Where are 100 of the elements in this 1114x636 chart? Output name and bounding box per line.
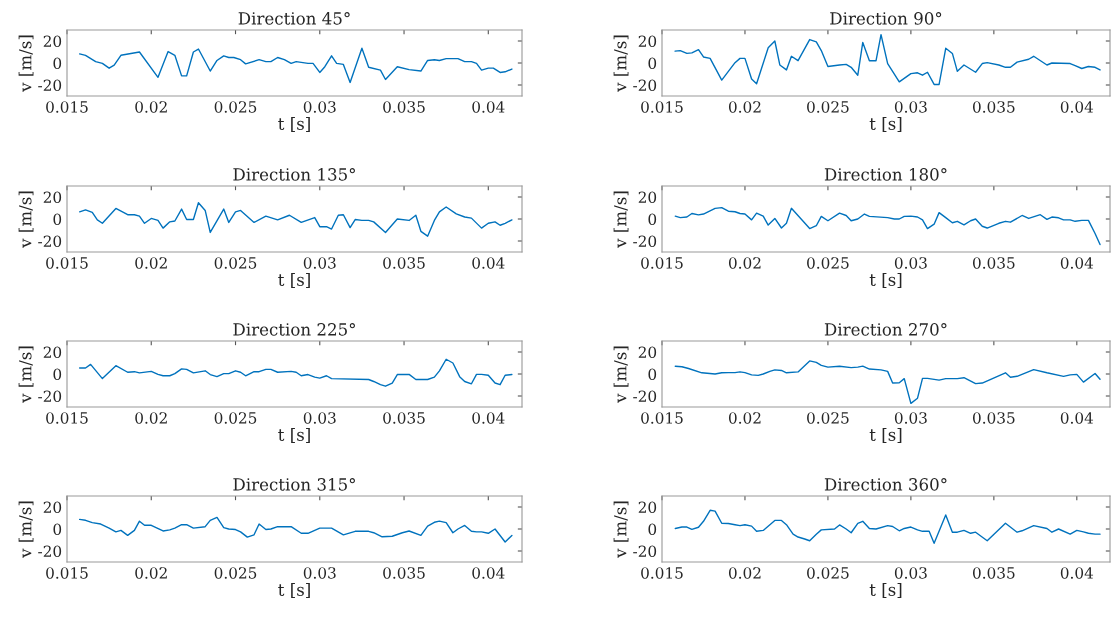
- line-series: [674, 206, 1101, 246]
- x-axis-title: t [s]: [869, 428, 902, 443]
- chart-title: Direction 45°: [238, 12, 350, 25]
- x-tick-label: 0.03: [894, 412, 927, 424]
- y-axis-title: v [m/s]: [18, 346, 34, 403]
- x-tick-label: 0.03: [303, 567, 336, 579]
- x-tick-label: 0.02: [728, 567, 761, 579]
- x-tick-label: 0.035: [383, 101, 425, 113]
- x-tick-label: 0.02: [135, 101, 167, 113]
- y-axis-title: v [m/s]: [18, 501, 34, 558]
- x-tick-label: 0.04: [472, 412, 505, 424]
- y-tick-label: 20: [43, 501, 62, 514]
- y-tick-label: 0: [53, 213, 62, 226]
- x-tick-label: 0.02: [728, 101, 761, 113]
- y-tick-label: 0: [648, 57, 657, 70]
- x-tick-label: 0.03: [894, 567, 927, 579]
- y-tick-label: 20: [43, 35, 62, 48]
- x-tick-label: 0.025: [214, 101, 257, 113]
- x-tick-label: 0.025: [214, 567, 257, 579]
- x-axis-title: t [s]: [278, 583, 310, 598]
- x-tick-label: 0.02: [728, 412, 761, 424]
- y-tick-label: -20: [38, 79, 62, 92]
- y-axis-title: v [m/s]: [613, 501, 629, 558]
- x-tick-label: 0.035: [972, 257, 1015, 269]
- x-tick-label: 0.025: [807, 101, 849, 113]
- line-series: [674, 360, 1101, 405]
- chart-title: Direction 180°: [824, 168, 947, 181]
- y-tick-label: -20: [633, 545, 657, 558]
- x-tick-label: 0.03: [894, 257, 927, 269]
- x-tick-label: 0.025: [807, 257, 849, 269]
- x-tick-label: 0.035: [972, 412, 1015, 424]
- x-tick-label: 0.025: [214, 412, 257, 424]
- x-tick-label: 0.025: [807, 412, 849, 424]
- chart-title: Direction 315°: [233, 478, 355, 491]
- y-tick-label: -20: [38, 545, 62, 558]
- x-tick-label: 0.015: [46, 257, 88, 269]
- x-axis-title: t [s]: [278, 273, 310, 288]
- chart-title: Direction 270°: [824, 323, 947, 336]
- x-tick-label: 0.015: [46, 412, 88, 424]
- x-axis-title: t [s]: [869, 117, 902, 132]
- x-tick-label: 0.04: [1060, 567, 1094, 579]
- x-tick-label: 0.035: [383, 257, 425, 269]
- chart-title: Direction 90°: [830, 12, 942, 25]
- x-axis-title: t [s]: [278, 117, 310, 132]
- x-tick-label: 0.04: [1060, 257, 1094, 269]
- x-tick-label: 0.02: [135, 567, 167, 579]
- line-series: [78, 202, 513, 237]
- x-tick-label: 0.02: [135, 257, 167, 269]
- x-tick-label: 0.035: [972, 567, 1015, 579]
- x-tick-label: 0.015: [641, 567, 683, 579]
- y-tick-label: 20: [43, 346, 62, 359]
- y-axis-title: v [m/s]: [613, 346, 629, 403]
- x-tick-label: 0.025: [807, 567, 849, 579]
- x-tick-label: 0.03: [303, 412, 336, 424]
- y-tick-label: 20: [638, 191, 657, 204]
- y-tick-label: 20: [638, 346, 657, 359]
- y-tick-label: -20: [633, 79, 657, 92]
- x-tick-label: 0.04: [1060, 412, 1094, 424]
- x-tick-label: 0.04: [1060, 101, 1094, 113]
- x-tick-label: 0.015: [641, 412, 683, 424]
- y-tick-label: -20: [633, 390, 657, 403]
- x-tick-label: 0.025: [214, 257, 257, 269]
- x-tick-label: 0.015: [46, 567, 88, 579]
- y-tick-label: 20: [638, 501, 657, 514]
- y-tick-label: 0: [53, 368, 62, 381]
- y-tick-label: -20: [38, 390, 62, 403]
- x-tick-label: 0.03: [303, 257, 336, 269]
- x-tick-label: 0.015: [641, 257, 683, 269]
- y-tick-label: 0: [53, 523, 62, 536]
- x-tick-label: 0.035: [972, 101, 1015, 113]
- x-tick-label: 0.035: [383, 412, 425, 424]
- line-series: [78, 47, 513, 84]
- line-series: [674, 509, 1101, 544]
- x-axis-title: t [s]: [278, 428, 310, 443]
- y-tick-label: 0: [648, 213, 657, 226]
- y-axis-title: v [m/s]: [613, 35, 629, 92]
- chart-title: Direction 135°: [233, 168, 355, 181]
- chart-title: Direction 225°: [233, 323, 355, 336]
- y-axis-title: v [m/s]: [18, 35, 34, 92]
- line-series: [78, 358, 513, 387]
- y-axis-title: v [m/s]: [18, 191, 34, 248]
- x-tick-label: 0.015: [641, 101, 683, 113]
- x-tick-label: 0.02: [728, 257, 761, 269]
- x-tick-label: 0.04: [472, 567, 505, 579]
- y-tick-label: 20: [638, 35, 657, 48]
- y-tick-label: 0: [648, 368, 657, 381]
- y-tick-label: -20: [38, 235, 62, 248]
- x-tick-label: 0.03: [894, 101, 927, 113]
- x-axis-title: t [s]: [869, 273, 902, 288]
- y-tick-label: 0: [648, 523, 657, 536]
- x-tick-label: 0.02: [135, 412, 167, 424]
- x-tick-label: 0.015: [46, 101, 88, 113]
- x-tick-label: 0.035: [383, 567, 425, 579]
- chart-title: Direction 360°: [824, 478, 947, 491]
- x-axis-title: t [s]: [869, 583, 902, 598]
- x-tick-label: 0.04: [472, 257, 505, 269]
- y-axis-title: v [m/s]: [613, 191, 629, 248]
- y-tick-label: 0: [53, 57, 62, 70]
- line-series: [674, 33, 1101, 86]
- line-series: [78, 516, 513, 543]
